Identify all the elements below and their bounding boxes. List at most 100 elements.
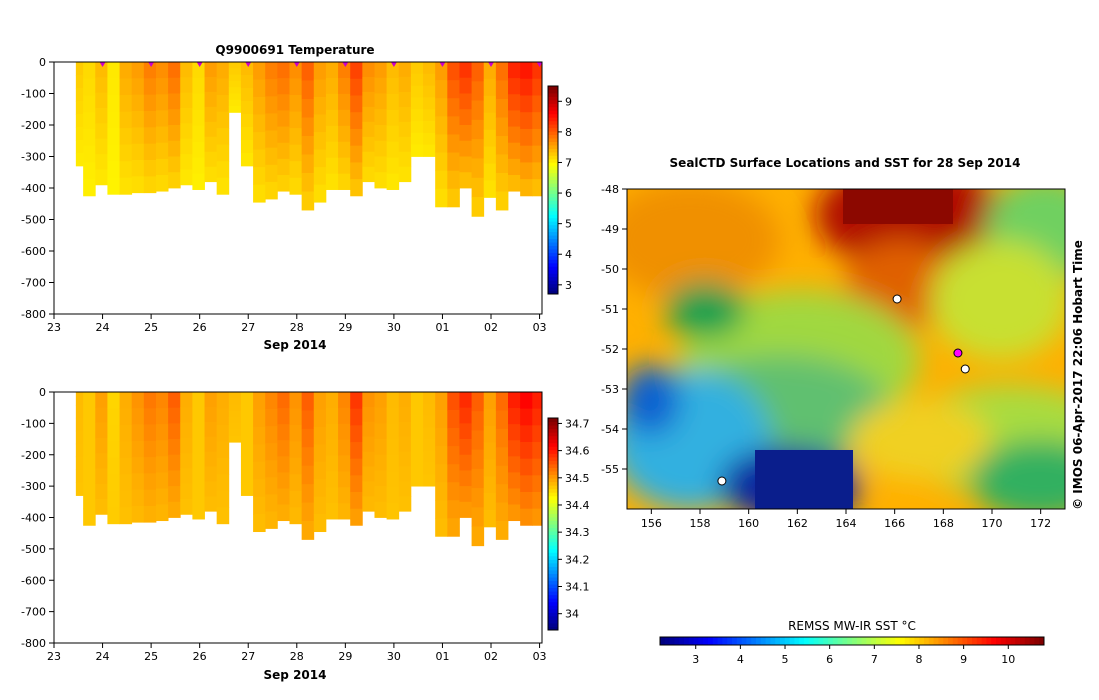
sst-colorbar-step: [746, 637, 752, 645]
section-cell: [508, 110, 521, 127]
colorbar-step: [548, 148, 558, 153]
section-cell: [265, 392, 278, 410]
section-cell: [216, 474, 230, 492]
sst-colorbar-step: [957, 637, 963, 645]
section-cell: [95, 154, 108, 170]
section-cell: [313, 409, 327, 428]
colorbar-step: [548, 86, 558, 90]
salinity-xlabel: Sep 2014: [264, 668, 327, 682]
section-cell: [119, 457, 133, 475]
section-cell: [192, 455, 205, 472]
sst-colorbar-step: [688, 637, 695, 645]
section-cell: [483, 408, 497, 427]
section-cell: [508, 392, 521, 409]
section-cell: [374, 439, 388, 456]
section-cell: [289, 424, 303, 442]
sst-colorbar-tick-label: 9: [960, 653, 967, 666]
section-cell: [459, 423, 472, 440]
section-cell: [483, 129, 497, 148]
section-cell: [386, 487, 400, 504]
colorbar-step: [548, 566, 558, 571]
section-cell: [423, 462, 436, 475]
sst-colorbar-step: [813, 637, 819, 645]
section-cell: [83, 78, 96, 96]
section-cell: [180, 437, 193, 454]
sst-colorbar-step: [775, 637, 781, 645]
section-cell: [216, 441, 230, 459]
section-cell: [532, 458, 543, 476]
colorbar-step: [548, 478, 558, 483]
section-cell: [192, 109, 205, 127]
section-cell: [240, 469, 254, 483]
section-cell: [508, 94, 521, 111]
section-cell: [253, 149, 266, 168]
section-cell: [374, 470, 388, 487]
section-cell: [508, 78, 521, 95]
section-cell: [107, 408, 120, 426]
salinity-y-axis: 0 -100 -200 -300 -400 -500 -600 -700 -800: [21, 386, 54, 650]
section-cell: [216, 177, 230, 195]
section-cell: [435, 518, 448, 537]
x-tick-label: 27: [241, 650, 255, 663]
section-cell: [325, 141, 339, 159]
lon-tick-label: 156: [641, 517, 662, 530]
section-cell: [277, 488, 290, 505]
section-cell: [520, 508, 533, 526]
surface-marker: [148, 62, 155, 67]
x-tick-label: 03: [533, 650, 547, 663]
sst-colorbar-tick-label: 6: [826, 653, 833, 666]
sst-colorbar-step: [1020, 637, 1026, 645]
section-cell: [483, 459, 497, 477]
section-cell: [350, 492, 363, 510]
section-cell: [168, 423, 181, 440]
section-cell: [204, 466, 218, 482]
colorbar-step: [548, 141, 558, 146]
section-cell: [253, 97, 266, 115]
section-cell: [131, 440, 145, 458]
colorbar-step: [548, 474, 558, 479]
section-cell: [95, 62, 108, 78]
sst-colorbar-step: [981, 637, 987, 645]
colorbar-step: [548, 196, 558, 201]
section-cell: [410, 144, 424, 157]
section-cell: [192, 471, 205, 488]
section-cell: [338, 93, 351, 111]
section-cell: [119, 424, 133, 442]
section-cell: [253, 461, 266, 480]
colorbar-step: [548, 131, 558, 136]
section-cell: [216, 424, 230, 442]
section-cell: [410, 439, 424, 452]
section-cell: [95, 169, 108, 186]
colorbar-step: [548, 495, 558, 500]
section-cell: [168, 93, 181, 110]
section-cell: [240, 404, 254, 419]
y-tick-label: -700: [21, 606, 46, 619]
surface-marker: [342, 62, 349, 67]
section-cell: [119, 177, 133, 195]
section-cell: [471, 177, 485, 198]
lon-tick-label: 166: [884, 517, 905, 530]
section-cell: [301, 136, 315, 155]
sst-colorbar-step: [919, 637, 925, 645]
section-cell: [107, 177, 120, 195]
section-cell: [240, 392, 254, 406]
section-cell: [240, 417, 254, 432]
section-cell: [216, 457, 230, 475]
section-cell: [192, 141, 205, 159]
sst-colorbar-step: [938, 637, 944, 645]
section-cell: [192, 392, 205, 409]
section-cell: [131, 408, 145, 425]
colorbar-step: [548, 176, 558, 181]
section-cell: [228, 410, 242, 418]
section-cell: [423, 427, 436, 440]
colorbar-step: [548, 165, 558, 170]
section-cell: [362, 451, 375, 467]
section-cell: [532, 112, 543, 130]
colorbar-step: [548, 214, 558, 219]
section-cell: [325, 77, 339, 95]
section-cell: [447, 464, 460, 483]
section-cell: [423, 85, 436, 98]
colorbar-step: [548, 210, 558, 215]
colorbar-step: [548, 262, 558, 267]
sst-colorbar-step: [832, 637, 839, 645]
